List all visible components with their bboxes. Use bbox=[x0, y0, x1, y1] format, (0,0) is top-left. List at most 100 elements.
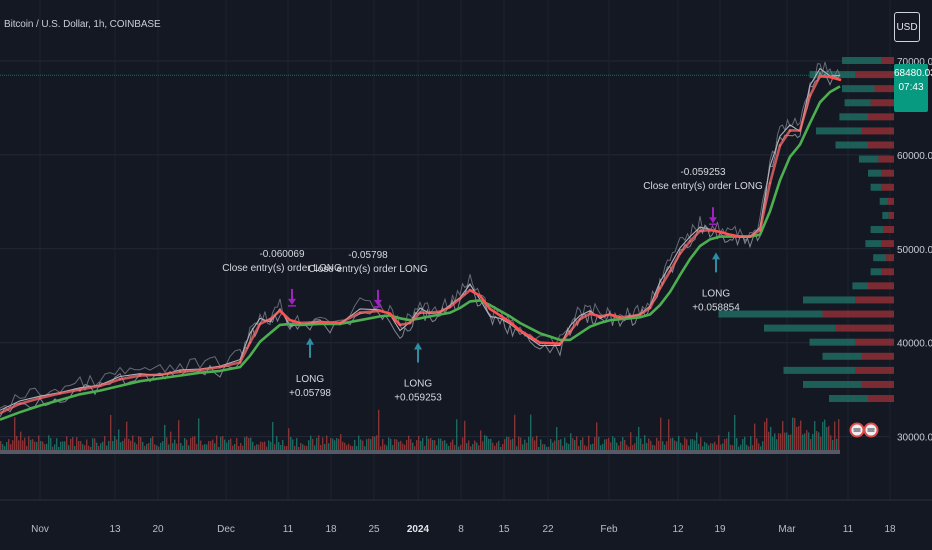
volume-bar bbox=[656, 437, 658, 450]
volume-bar bbox=[808, 432, 810, 450]
volume-bar bbox=[712, 443, 714, 450]
volume-bar bbox=[390, 438, 392, 450]
profile-bar-down bbox=[868, 113, 894, 121]
volume-bar bbox=[832, 439, 834, 450]
volume-bar bbox=[280, 444, 282, 450]
volume-bar bbox=[532, 437, 534, 450]
volume-bar bbox=[258, 444, 260, 450]
volume-bar bbox=[360, 439, 362, 450]
volume-bar bbox=[432, 440, 434, 450]
volume-bar bbox=[426, 435, 428, 450]
profile-bar-up bbox=[870, 183, 881, 191]
volume-bar bbox=[296, 438, 298, 450]
volume-bar bbox=[268, 440, 270, 450]
volume-bar bbox=[102, 441, 104, 450]
fast-ma-segment bbox=[468, 288, 482, 298]
volume-bar bbox=[72, 437, 74, 450]
volume-bar bbox=[378, 409, 380, 450]
volume-bar bbox=[796, 426, 798, 450]
volume-bar bbox=[440, 438, 442, 450]
volume-bar bbox=[76, 437, 78, 450]
volume-bar bbox=[630, 432, 632, 450]
volume-bar bbox=[738, 446, 740, 450]
profile-bar-up bbox=[879, 197, 888, 205]
volume-bar bbox=[650, 440, 652, 450]
fast-ma-segment bbox=[338, 311, 362, 325]
volume-bar bbox=[208, 441, 210, 450]
fast-ma-segment bbox=[318, 320, 342, 325]
volume-bar bbox=[118, 429, 120, 450]
volume-bar bbox=[454, 444, 456, 450]
profile-bar-down bbox=[861, 127, 894, 135]
fast-ma-segment bbox=[118, 374, 142, 381]
volume-bar bbox=[168, 444, 170, 450]
fast-ma-segment bbox=[388, 312, 402, 327]
volume-bar bbox=[106, 445, 108, 450]
x-tick-label: 13 bbox=[109, 524, 121, 535]
volume-bar bbox=[70, 439, 72, 450]
volume-bar bbox=[786, 432, 788, 450]
fast-ma-segment bbox=[558, 330, 572, 345]
volume-bar bbox=[86, 439, 88, 450]
entry-arrow-head bbox=[306, 337, 314, 345]
last-price-tag: 68480.03 07:43 bbox=[894, 64, 932, 112]
volume-bar bbox=[58, 446, 60, 450]
fast-ma-segment bbox=[428, 310, 442, 314]
volume-bar bbox=[838, 419, 840, 450]
volume-bar bbox=[562, 445, 564, 450]
volume-bar bbox=[312, 439, 314, 450]
volume-bar bbox=[640, 438, 642, 450]
fast-ma-segment bbox=[278, 309, 292, 322]
fast-ma-segment bbox=[268, 309, 282, 321]
volume-bar bbox=[494, 445, 496, 450]
volume-bar bbox=[262, 442, 264, 450]
volume-bar bbox=[48, 435, 50, 450]
volume-bar bbox=[652, 444, 654, 450]
volume-bar bbox=[592, 443, 594, 450]
profile-bar-up bbox=[868, 169, 881, 177]
x-tick-label: 15 bbox=[498, 524, 510, 535]
volume-bar bbox=[522, 444, 524, 450]
volume-bar bbox=[568, 443, 570, 450]
volume-bar bbox=[166, 437, 168, 450]
volume-bar bbox=[244, 437, 246, 450]
volume-bar bbox=[680, 442, 682, 450]
volume-bar bbox=[574, 440, 576, 450]
volume-bar bbox=[546, 446, 548, 450]
volume-bar bbox=[120, 442, 122, 450]
volume-bar bbox=[226, 442, 228, 450]
volume-bar bbox=[412, 442, 414, 450]
volume-bar bbox=[24, 437, 26, 450]
fast-ma-segment bbox=[358, 309, 382, 314]
volume-bar bbox=[142, 441, 144, 450]
volume-bar bbox=[10, 444, 12, 450]
volume-bar bbox=[464, 420, 466, 450]
fast-ma-segment bbox=[638, 306, 652, 316]
volume-bar bbox=[514, 414, 516, 450]
volume-bar bbox=[474, 440, 476, 450]
entry-label-side: LONG bbox=[296, 374, 325, 385]
volume-bar bbox=[596, 422, 598, 450]
currency-button[interactable]: USD bbox=[894, 12, 920, 42]
volume-bar bbox=[160, 442, 162, 450]
volume-bar bbox=[518, 436, 520, 450]
volume-bar bbox=[826, 427, 828, 450]
volume-bar bbox=[26, 446, 28, 450]
y-tick-label: 70000.00 bbox=[897, 57, 932, 68]
volume-bar bbox=[766, 418, 768, 450]
volume-bar bbox=[326, 435, 328, 450]
x-tick-label: 8 bbox=[458, 524, 464, 535]
volume-bar bbox=[300, 443, 302, 450]
volume-bar bbox=[30, 439, 32, 450]
fast-ma-segment bbox=[488, 307, 502, 317]
volume-bar bbox=[402, 443, 404, 450]
volume-bar bbox=[422, 437, 424, 450]
x-tick-label: Mar bbox=[778, 524, 796, 535]
volume-bar bbox=[526, 442, 528, 450]
volume-bar bbox=[362, 440, 364, 450]
volume-bar bbox=[730, 444, 732, 450]
volume-bar bbox=[676, 441, 678, 450]
volume-bar bbox=[380, 446, 382, 450]
volume-bar bbox=[242, 445, 244, 450]
